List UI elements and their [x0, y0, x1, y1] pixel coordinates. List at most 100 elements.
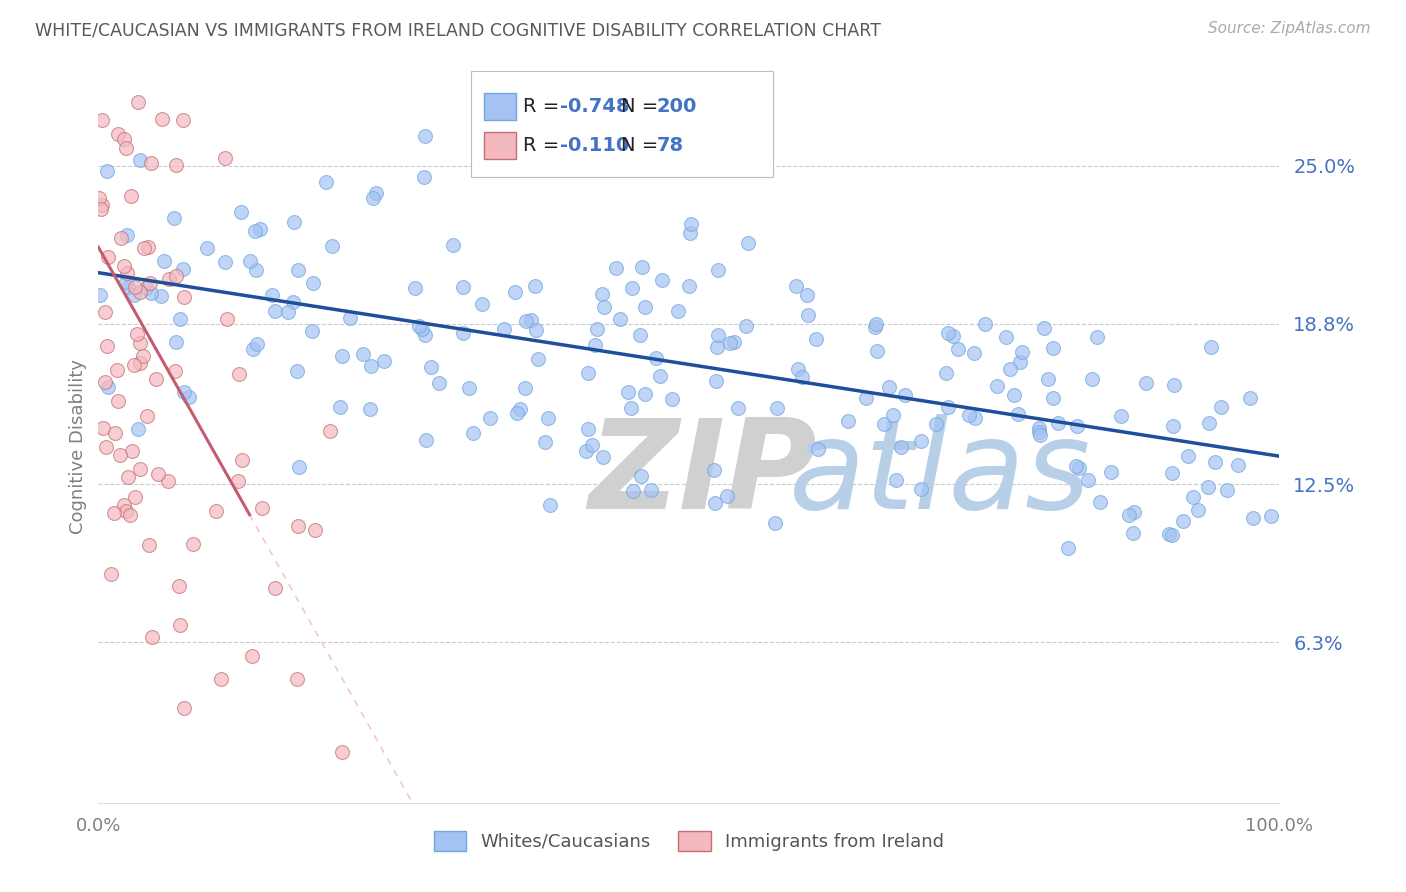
Point — [360, 359, 382, 374]
Point — [361, 191, 384, 205]
Point — [122, 70, 145, 84]
Point — [666, 304, 689, 318]
Y-axis label: Cognitive Disability: Cognitive Disability — [69, 359, 87, 533]
Point — [458, 380, 481, 394]
Point — [515, 314, 537, 328]
Point — [678, 278, 700, 293]
Point — [1069, 461, 1091, 475]
Point — [117, 279, 139, 293]
Point — [173, 384, 195, 399]
Point — [1077, 473, 1099, 487]
Point — [122, 358, 145, 372]
Point — [1181, 490, 1204, 504]
Point — [763, 516, 786, 531]
Point — [249, 222, 271, 236]
Point — [115, 227, 138, 242]
Point — [264, 303, 287, 318]
Point — [634, 387, 657, 401]
Point — [628, 328, 651, 343]
Point — [242, 342, 264, 356]
Point — [159, 271, 181, 285]
Point — [94, 376, 117, 390]
Point — [451, 326, 474, 340]
Point — [578, 422, 600, 436]
Point — [107, 127, 129, 141]
Point — [90, 202, 112, 217]
Point — [873, 417, 896, 432]
Point — [910, 434, 932, 448]
Point — [129, 285, 152, 299]
Point — [1204, 455, 1226, 469]
Point — [301, 276, 323, 290]
Point — [304, 523, 326, 537]
Point — [90, 113, 112, 128]
Point — [91, 198, 114, 212]
Point — [1111, 409, 1133, 423]
Point — [283, 215, 305, 229]
Point — [229, 205, 252, 219]
Point — [1081, 372, 1104, 386]
Point — [591, 286, 613, 301]
Point — [165, 335, 187, 350]
Point — [319, 424, 342, 438]
Point — [246, 336, 269, 351]
Point — [138, 538, 160, 552]
Point — [957, 408, 980, 422]
Point — [651, 273, 673, 287]
Point — [139, 276, 162, 290]
Point — [1122, 505, 1144, 519]
Point — [537, 411, 560, 425]
Point — [359, 401, 381, 416]
Point — [796, 308, 818, 322]
Point — [630, 469, 652, 483]
Point — [1227, 458, 1250, 473]
Point — [136, 239, 159, 253]
Point — [94, 70, 117, 84]
Point — [226, 475, 249, 489]
Point — [963, 346, 986, 360]
Point — [661, 392, 683, 406]
Point — [925, 417, 948, 431]
Point — [167, 579, 190, 593]
Point — [1042, 341, 1064, 355]
Point — [519, 313, 541, 327]
Point — [100, 566, 122, 581]
Point — [471, 297, 494, 311]
Point — [1008, 355, 1031, 369]
Point — [114, 259, 136, 273]
Point — [1161, 419, 1184, 434]
Point — [616, 385, 638, 400]
Point — [737, 236, 759, 251]
Point — [287, 460, 309, 475]
Point — [1057, 541, 1080, 556]
Text: -0.110: -0.110 — [560, 136, 628, 155]
Point — [87, 70, 110, 84]
Point — [578, 367, 600, 381]
Point — [1161, 467, 1184, 481]
Point — [877, 380, 900, 394]
Point — [785, 278, 807, 293]
Point — [461, 425, 484, 440]
Point — [1047, 416, 1070, 430]
Point — [120, 189, 142, 203]
Point — [124, 288, 146, 302]
Point — [592, 300, 614, 314]
Point — [413, 170, 436, 185]
Text: Source: ZipAtlas.com: Source: ZipAtlas.com — [1208, 21, 1371, 37]
Point — [650, 369, 672, 384]
Point — [523, 278, 546, 293]
Point — [707, 263, 730, 277]
Point — [1007, 407, 1029, 421]
Point — [865, 318, 887, 332]
Point — [173, 700, 195, 714]
Point — [640, 483, 662, 497]
Point — [172, 262, 194, 277]
Point — [718, 336, 741, 351]
Point — [427, 376, 450, 391]
Point — [285, 672, 308, 686]
Point — [790, 369, 813, 384]
Point — [217, 311, 239, 326]
Point — [1198, 417, 1220, 431]
Point — [1002, 388, 1025, 402]
Point — [735, 319, 758, 334]
